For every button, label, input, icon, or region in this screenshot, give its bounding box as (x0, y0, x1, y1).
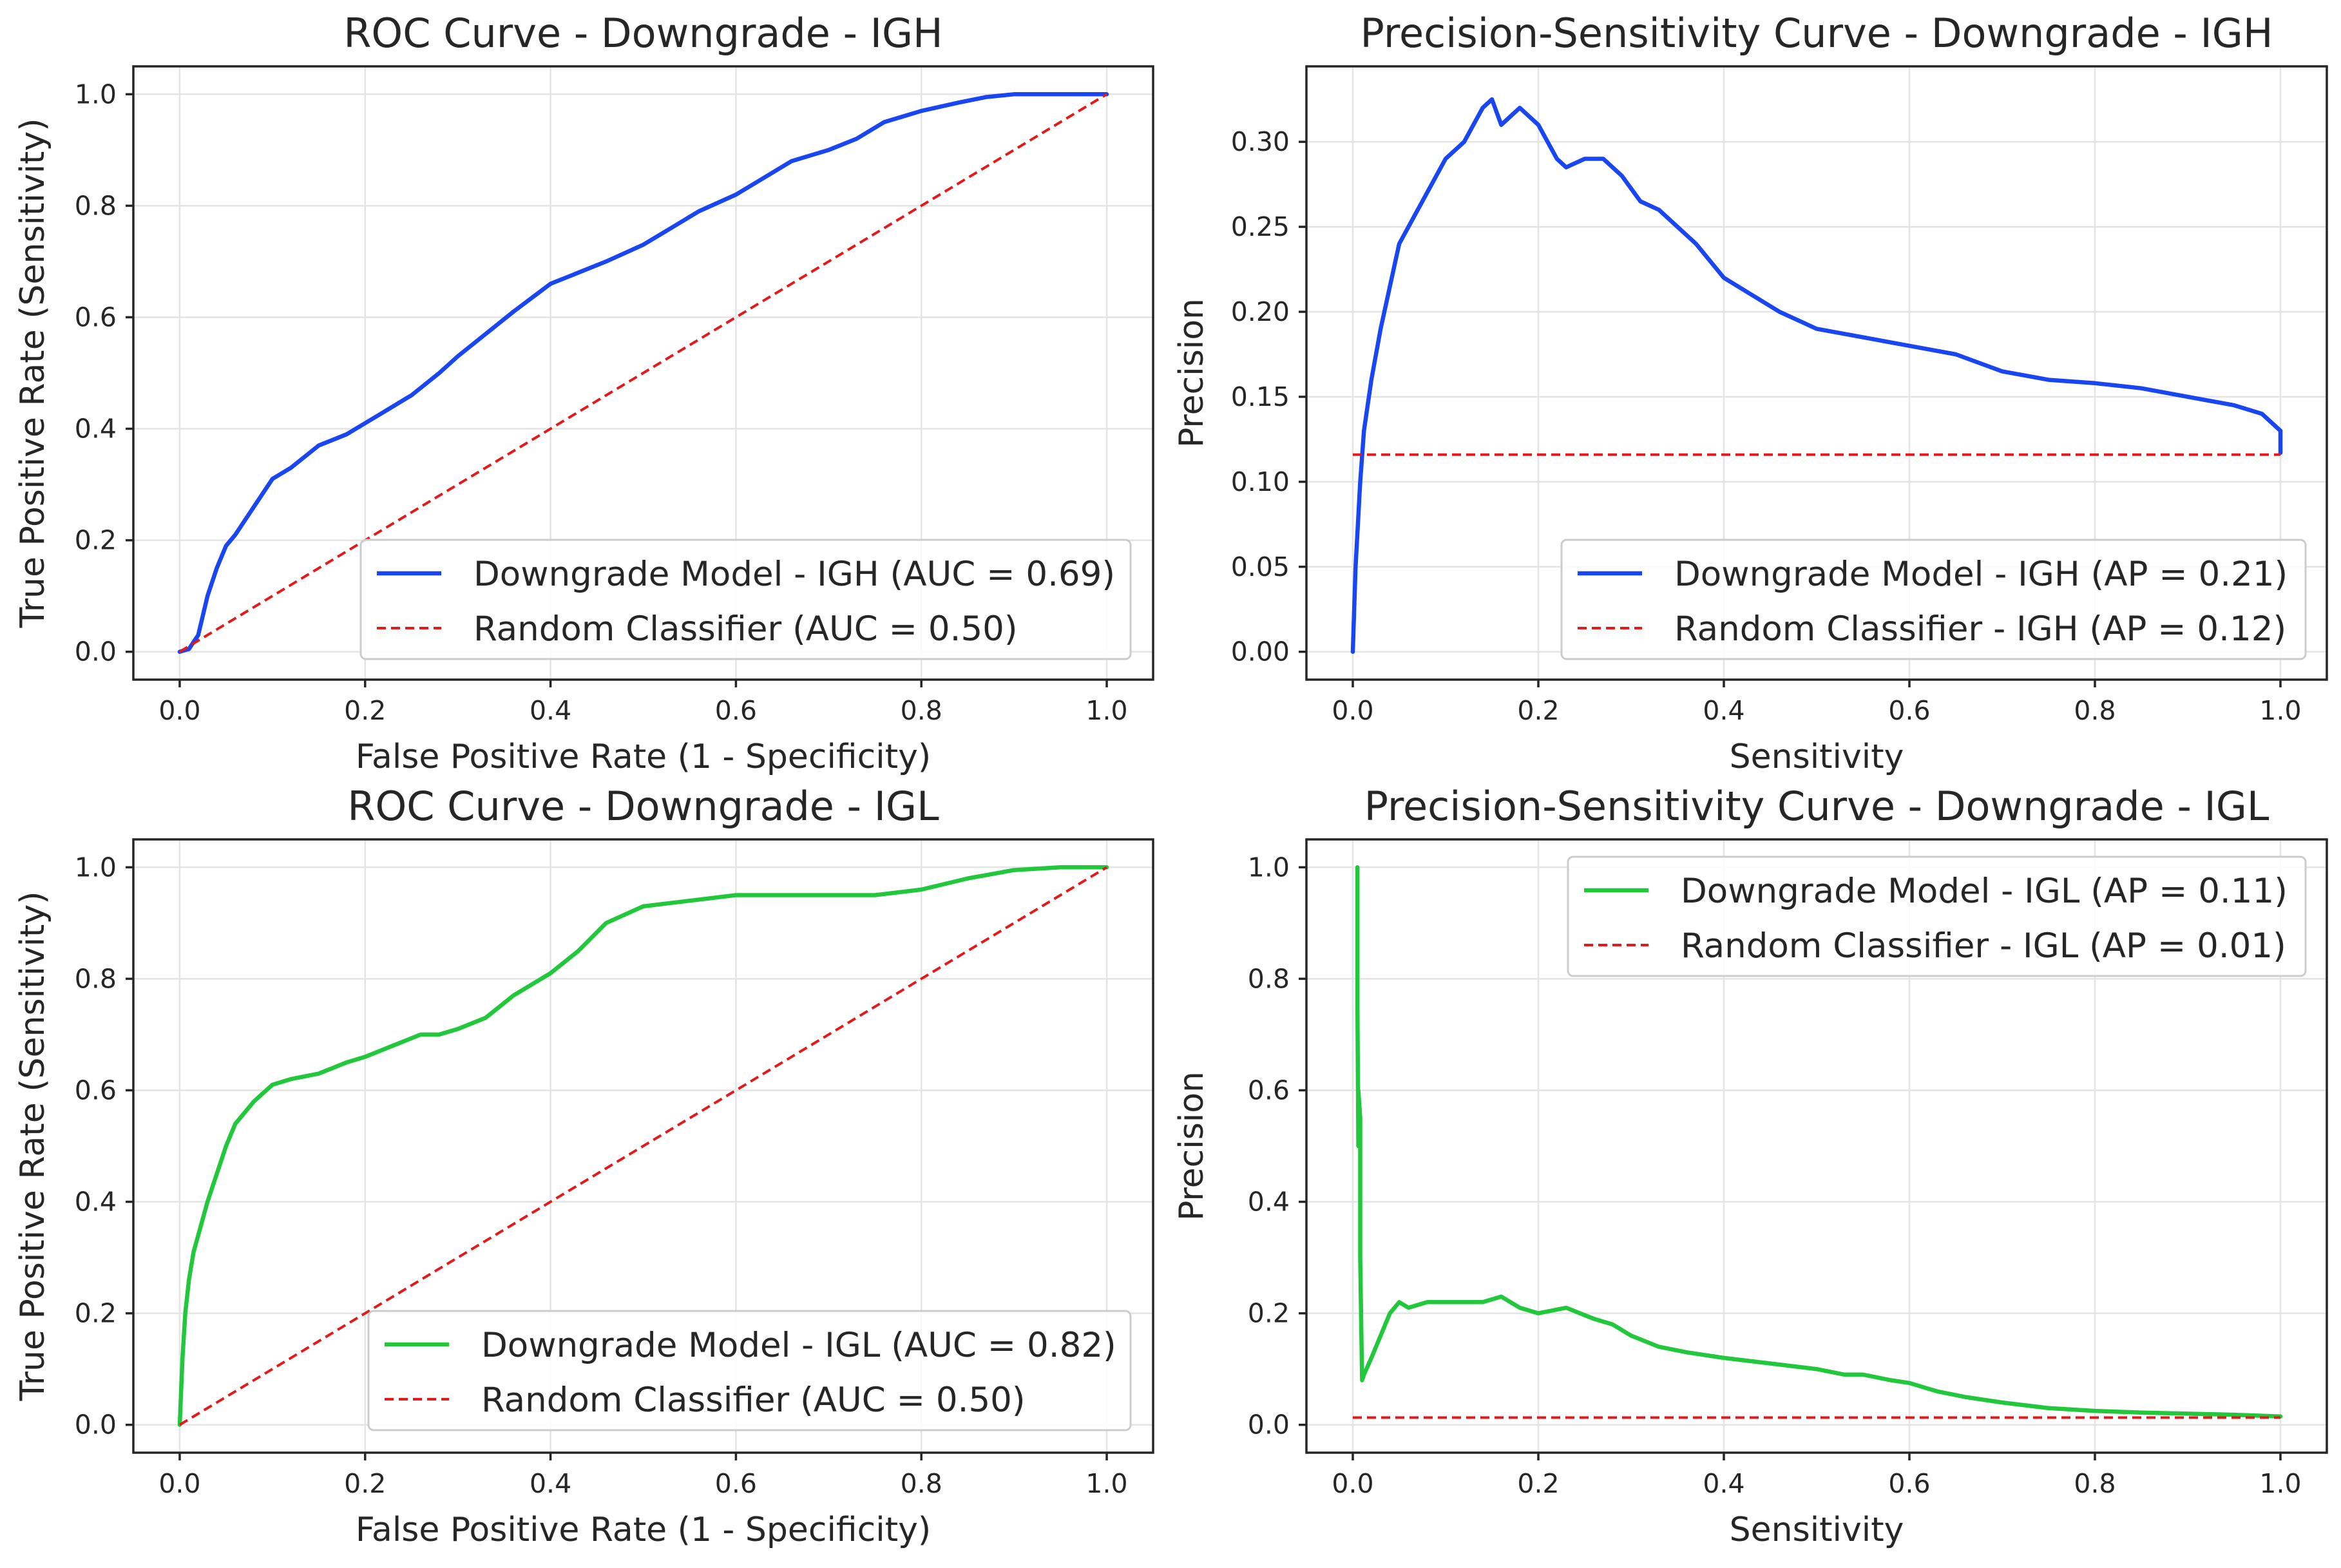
legend-label: Random Classifier (AUC = 0.50) (481, 1381, 1026, 1420)
x-tick-label: 0.8 (901, 695, 942, 726)
y-tick-label: 0.0 (75, 1410, 117, 1440)
chart-title: Precision-Sensitivity Curve - Downgrade … (1364, 783, 2269, 830)
y-tick-label: 0.4 (75, 1187, 117, 1218)
y-axis-label: Precision (1172, 1071, 1211, 1221)
chart-panel-3: 0.0 0.2 0.4 0.6 0.8 1.0 0.0 0.2 0.4 0.6 0.8 1.0 ROC … (14, 783, 1154, 1549)
y-tick-label: 0.20 (1231, 296, 1290, 327)
y-tick-label: 0.4 (75, 414, 117, 445)
y-tick-label: 0.4 (1248, 1187, 1290, 1218)
x-tick-label: 0.8 (2074, 695, 2116, 726)
y-tick-label: 0.2 (1248, 1298, 1290, 1329)
y-tick-label: 0.6 (75, 1075, 117, 1105)
x-tick-label: 0.8 (901, 1468, 942, 1499)
y-tick-label: 0.8 (1248, 963, 1290, 994)
legend: Downgrade Model - IGH (AUC = 0.69) Random… (359, 539, 1132, 660)
y-tick-label: 0.6 (1248, 1075, 1290, 1105)
x-tick-label: 1.0 (1085, 1468, 1127, 1499)
baseline-curve-line (178, 866, 1108, 1426)
legend: Downgrade Model - IGL (AP = 0.11) Random … (1567, 856, 2307, 977)
chart-title: ROC Curve - Downgrade - IGL (347, 783, 939, 830)
y-tick-label: 0.05 (1231, 551, 1290, 582)
y-tick-label: 0.2 (75, 525, 117, 556)
legend: Downgrade Model - IGL (AUC = 0.82) Random… (367, 1310, 1132, 1431)
x-tick-label: 0.8 (2074, 1468, 2116, 1499)
chart-panel-2: 0.0 0.2 0.4 0.6 0.8 1.0 0.00 0.05 0.10 0.15 0.20 0.… (1172, 10, 2328, 776)
legend-label: Downgrade Model - IGL (AP = 0.11) (1681, 872, 2288, 911)
model-curve-line (1355, 865, 2283, 1419)
baseline-curve-line (178, 93, 1108, 653)
x-axis-label: False Positive Rate (1 - Specificity) (356, 1511, 931, 1549)
legend-label: Random Classifier - IGH (AP = 0.12) (1674, 609, 2286, 649)
legend-box (1560, 539, 2307, 660)
legend-label: Random Classifier (AUC = 0.50) (473, 609, 1018, 649)
y-tick-label: 0.8 (75, 963, 117, 994)
x-tick-label: 1.0 (2259, 695, 2301, 726)
legend-box (1567, 856, 2307, 977)
y-tick-label: 1.0 (1248, 852, 1290, 883)
y-tick-label: 0.25 (1231, 211, 1290, 242)
x-tick-label: 1.0 (1085, 695, 1127, 726)
chart-panel-4: 0.0 0.2 0.4 0.6 0.8 1.0 0.0 0.2 0.4 0.6 0.8 1.0 Prec… (1172, 783, 2328, 1549)
x-tick-label: 0.4 (530, 1468, 571, 1499)
x-axis-label: False Positive Rate (1 - Specificity) (356, 738, 931, 776)
y-tick-label: 1.0 (75, 852, 117, 883)
x-tick-label: 0.2 (344, 1468, 386, 1499)
x-tick-label: 0.2 (1517, 695, 1559, 726)
y-axis-label: True Positive Rate (Sensitivity) (14, 891, 52, 1401)
x-tick-label: 0.4 (1703, 695, 1744, 726)
legend-label: Downgrade Model - IGH (AP = 0.21) (1674, 555, 2288, 594)
axes-frame (1305, 838, 2328, 1454)
y-tick-label: 0.2 (75, 1298, 117, 1329)
legend-label: Random Classifier - IGL (AP = 0.01) (1681, 926, 2286, 966)
legend-box (359, 539, 1132, 660)
x-tick-label: 0.6 (715, 1468, 757, 1499)
x-tick-label: 1.0 (2259, 1468, 2301, 1499)
y-axis-label: Precision (1172, 298, 1211, 448)
x-tick-label: 0.4 (1703, 1468, 1744, 1499)
model-curve-line (177, 865, 1109, 1427)
x-axis-label: Sensitivity (1730, 738, 1904, 776)
y-tick-label: 0.6 (75, 301, 117, 332)
axes-frame (132, 838, 1154, 1454)
legend-label: Downgrade Model - IGH (AUC = 0.69) (473, 555, 1115, 594)
y-tick-label: 0.0 (1248, 1410, 1290, 1440)
y-tick-label: 1.0 (75, 79, 117, 110)
x-tick-label: 0.0 (158, 695, 200, 726)
x-tick-label: 0.0 (1332, 1468, 1373, 1499)
x-tick-label: 0.4 (530, 695, 571, 726)
x-axis-label: Sensitivity (1730, 1511, 1904, 1549)
model-curve-line (1350, 97, 2283, 654)
x-tick-label: 0.2 (344, 695, 386, 726)
y-tick-label: 0.30 (1231, 126, 1290, 157)
y-tick-label: 0.8 (75, 190, 117, 221)
x-tick-label: 0.6 (715, 695, 757, 726)
chart-title: ROC Curve - Downgrade - IGH (343, 10, 942, 57)
y-tick-label: 0.00 (1231, 636, 1290, 667)
chart-title: Precision-Sensitivity Curve - Downgrade … (1361, 10, 2273, 57)
x-tick-label: 0.6 (1888, 695, 1930, 726)
axes-frame (132, 65, 1154, 681)
y-tick-label: 0.15 (1231, 381, 1290, 412)
y-tick-label: 0.10 (1231, 466, 1290, 497)
x-tick-label: 0.2 (1517, 1468, 1559, 1499)
y-axis-label: True Positive Rate (Sensitivity) (14, 118, 52, 628)
legend-label: Downgrade Model - IGL (AUC = 0.82) (481, 1326, 1116, 1365)
x-tick-label: 0.0 (158, 1468, 200, 1499)
x-tick-label: 0.0 (1332, 695, 1373, 726)
axes-frame (1305, 65, 2328, 681)
legend-box (367, 1310, 1132, 1431)
chart-panel-1: 0.0 0.2 0.4 0.6 0.8 1.0 0.0 0.2 0.4 0.6 0.8 1.0 ROC … (14, 10, 1154, 776)
x-tick-label: 0.6 (1888, 1468, 1930, 1499)
y-tick-label: 0.0 (75, 636, 117, 667)
legend: Downgrade Model - IGH (AP = 0.21) Random … (1560, 539, 2307, 660)
model-curve-line (177, 92, 1109, 654)
